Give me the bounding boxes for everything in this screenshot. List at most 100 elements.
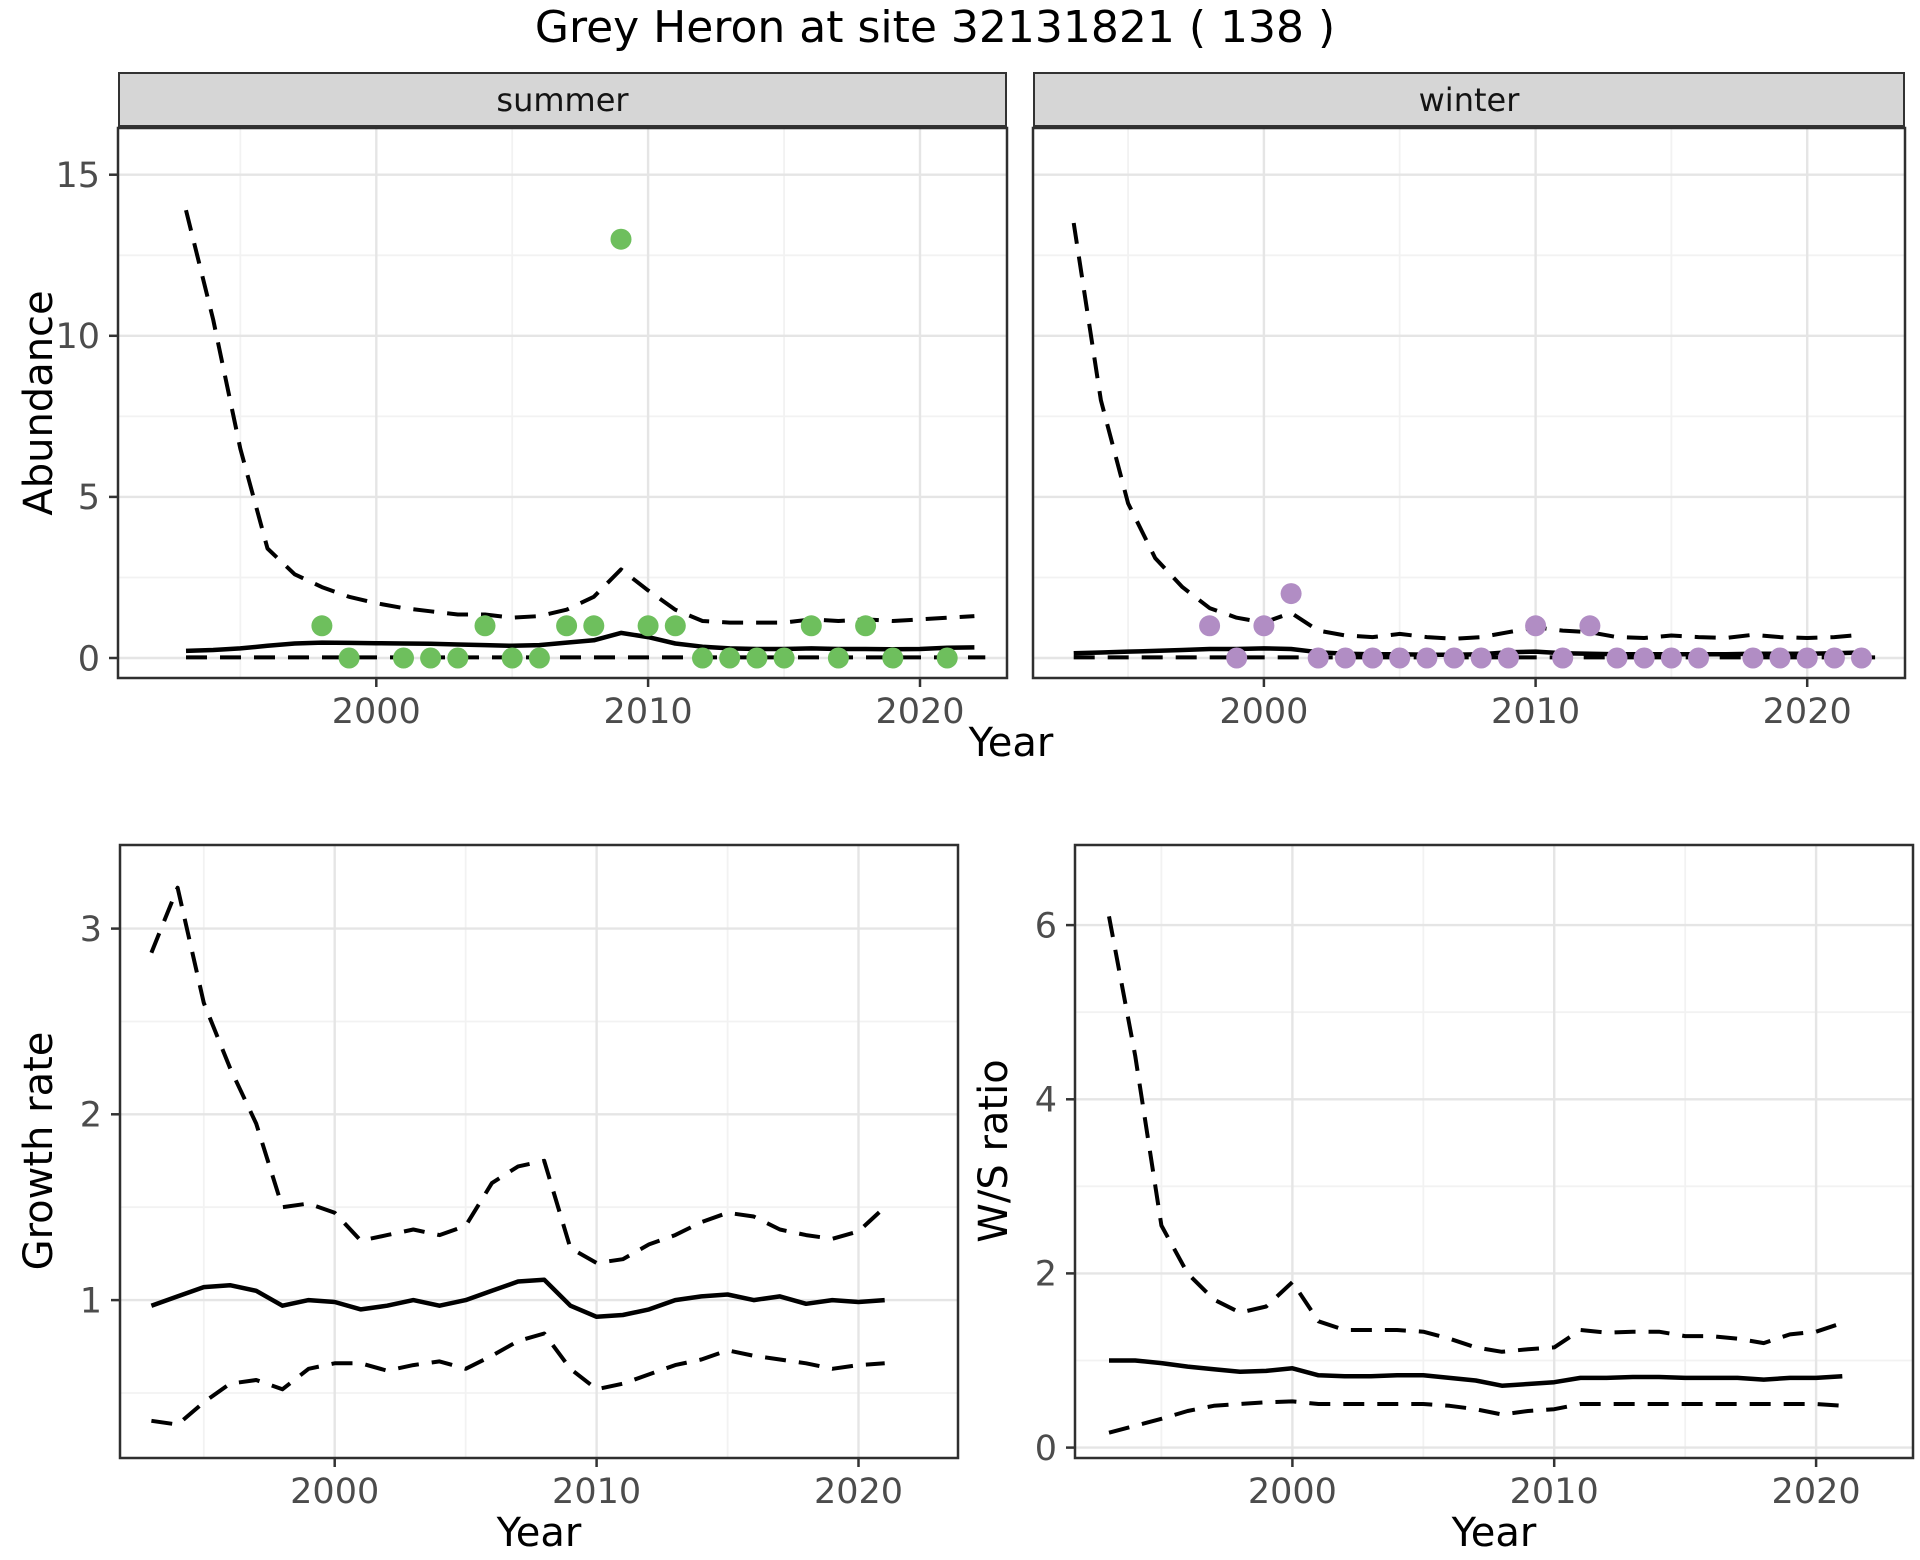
panel-ws-ratio: 2000 2010 2020 0 2 4 6 (1035, 843, 1915, 1512)
y-axis-title-abundance: Abundance (16, 290, 62, 516)
y-tick-label: 6 (1035, 906, 1057, 946)
y-axis-title-ws-ratio: W/S ratio (971, 1059, 1017, 1243)
data-point (1851, 647, 1872, 669)
y-tick-label: 2 (1035, 1255, 1057, 1295)
x-tick-label: 2010 (1510, 1472, 1599, 1512)
data-layer (1071, 222, 1876, 669)
data-point (1416, 647, 1438, 669)
data-point (1606, 647, 1628, 669)
x-tick-label: 2010 (552, 1472, 641, 1512)
data-point (1470, 647, 1492, 669)
y-tick-label: 10 (55, 317, 100, 357)
data-point (556, 615, 578, 637)
median-line (1109, 1358, 1843, 1388)
x-axis-title-year-bottom-right: Year (1451, 1510, 1537, 1556)
x-axis-title-year-top: Year (968, 720, 1054, 766)
y-tick-label: 2 (80, 1096, 102, 1136)
y-tick-label: 0 (1035, 1429, 1057, 1469)
data-point (1823, 647, 1845, 669)
data-point (1579, 615, 1601, 637)
y-tick-label: 1 (80, 1281, 102, 1321)
data-point (1660, 647, 1682, 669)
data-point (936, 647, 958, 669)
x-tick-label: 2010 (1491, 692, 1580, 732)
data-point (1199, 615, 1221, 637)
y-tick-label: 3 (80, 910, 102, 950)
data-point (1742, 647, 1764, 669)
panel-growth-rate: 2000 2010 2020 1 2 3 (80, 843, 960, 1512)
lower_ci-line (1108, 1399, 1843, 1435)
y-tick-label: 0 (78, 639, 100, 679)
data-point (447, 647, 469, 669)
data-point (528, 647, 550, 669)
data-point (474, 615, 496, 637)
panel-abundance-winter: 2000 2010 2020 (1031, 126, 1907, 732)
facet-strip-summer: summer (118, 72, 1007, 128)
median-line (185, 630, 975, 654)
y-tick-label: 15 (55, 156, 100, 196)
data-point (855, 615, 877, 637)
data-point (420, 647, 442, 669)
x-tick-label: 2000 (290, 1472, 379, 1512)
data-point (827, 647, 849, 669)
data-layer (1107, 916, 1843, 1435)
data-point (692, 647, 713, 669)
data-point (1796, 647, 1818, 669)
data-point (338, 647, 360, 669)
x-tick-label: 2020 (875, 692, 964, 732)
y-tick-label: 4 (1035, 1081, 1057, 1121)
upper_ci-line (1107, 916, 1843, 1354)
data-point (1688, 647, 1709, 669)
data-point (311, 615, 333, 637)
x-tick-label: 2000 (1248, 1472, 1337, 1512)
x-tick-label: 2020 (1772, 1472, 1861, 1512)
data-point (746, 647, 768, 669)
facet-strip-winter: winter (1033, 72, 1905, 128)
data-point (610, 228, 632, 250)
data-point (1334, 647, 1356, 669)
data-point (1443, 647, 1465, 669)
data-layer (149, 885, 887, 1427)
data-point (501, 647, 523, 669)
panel-border (1073, 843, 1915, 1460)
median-line (1073, 646, 1862, 658)
data-point (393, 647, 414, 669)
data-point (773, 647, 795, 669)
data-point (637, 615, 659, 637)
upper_ci-line (184, 209, 975, 625)
data-point (1253, 615, 1275, 637)
data-point (719, 647, 741, 669)
upper_ci-line (149, 885, 887, 1265)
lower_ci-line (151, 1331, 885, 1427)
x-tick-label: 2000 (332, 692, 421, 732)
median-line (150, 1277, 885, 1320)
upper_ci-line (1071, 222, 1862, 641)
x-axis-title-year-bottom-left: Year (496, 1510, 582, 1556)
data-point (1525, 615, 1547, 637)
panel-abundance-summer: 2000 2010 2020 0 5 10 15 (55, 126, 1009, 732)
x-tick-label: 2020 (1763, 692, 1852, 732)
data-point (1552, 647, 1574, 669)
y-axis-title-growth-rate: Growth rate (16, 1031, 62, 1271)
data-point (1633, 647, 1655, 669)
x-tick-label: 2020 (814, 1472, 903, 1512)
data-point (1280, 583, 1302, 605)
data-point (1769, 647, 1791, 669)
panel-border (1031, 126, 1907, 680)
data-point (1226, 647, 1248, 669)
plot-title: Grey Heron at site 32131821 ( 138 ) (534, 2, 1336, 53)
data-point (1497, 647, 1519, 669)
data-point (1362, 647, 1384, 669)
data-point (1307, 647, 1329, 669)
y-tick-label: 5 (78, 478, 100, 518)
data-layer (184, 209, 986, 669)
data-point (882, 647, 904, 669)
x-tick-label: 2010 (604, 692, 693, 732)
data-point (1389, 647, 1411, 669)
data-point (800, 615, 822, 637)
data-point (583, 615, 605, 637)
facet-strip-summer-label: summer (496, 80, 629, 119)
data-point (664, 615, 686, 637)
